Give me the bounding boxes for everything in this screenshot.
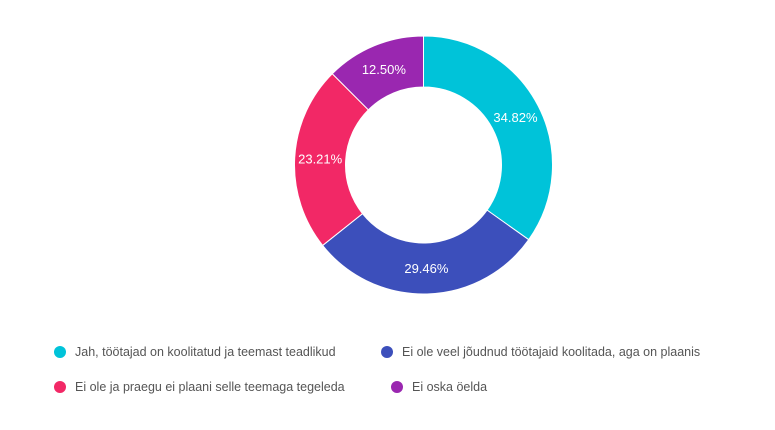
legend-dot-icon: [54, 381, 66, 393]
legend-item-1[interactable]: Ei ole veel jõudnud töötajaid koolitada,…: [381, 345, 700, 359]
legend-item-2[interactable]: Ei ole ja praegu ei plaani selle teemaga…: [54, 380, 345, 394]
donut-slice-0[interactable]: [423, 35, 553, 241]
legend-label: Ei ole veel jõudnud töötajaid koolitada,…: [402, 345, 701, 359]
slice-data-label-2: 23.21%: [298, 152, 343, 167]
slice-data-label-0: 34.82%: [493, 110, 538, 125]
donut-slice-1[interactable]: [321, 209, 530, 295]
donut-chart: 34.82% 29.46% 23.21% 12.50%: [294, 35, 553, 295]
legend-dot-icon: [391, 381, 403, 393]
slice-data-label-1: 29.46%: [404, 261, 449, 276]
slice-data-label-3: 12.50%: [362, 62, 407, 77]
legend-dot-icon: [54, 346, 66, 358]
legend-label: Ei ole ja praegu ei plaani selle teemaga…: [75, 380, 345, 394]
legend-item-0[interactable]: Jah, töötajad on koolitatud ja teemast t…: [54, 345, 336, 359]
legend-dot-icon: [381, 346, 393, 358]
legend-label: Ei oska öelda: [412, 380, 488, 394]
legend-label: Jah, töötajad on koolitatud ja teemast t…: [75, 345, 336, 359]
legend-item-3[interactable]: Ei oska öelda: [391, 380, 487, 394]
donut-slice-3[interactable]: [331, 35, 424, 111]
